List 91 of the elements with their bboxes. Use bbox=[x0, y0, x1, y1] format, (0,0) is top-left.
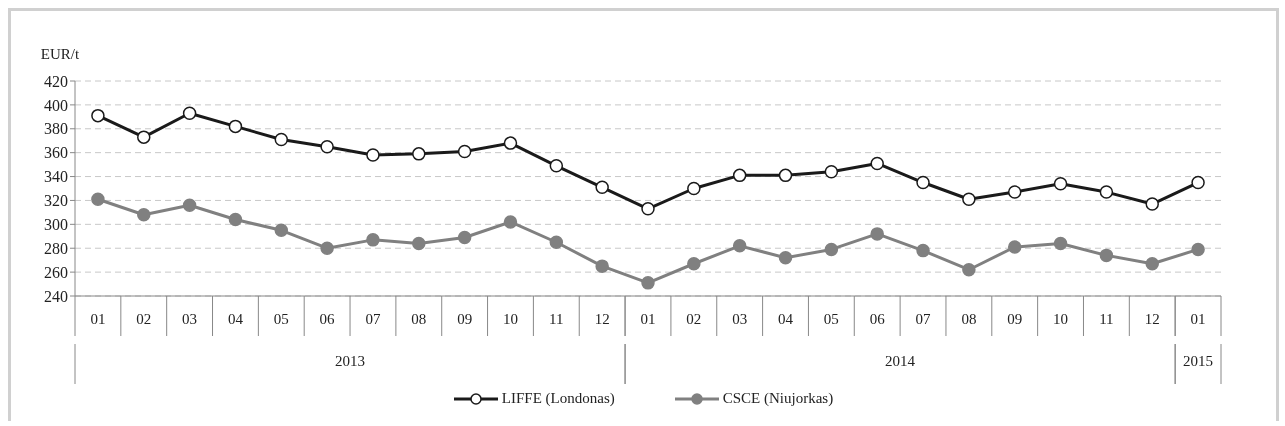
point bbox=[1191, 175, 1205, 190]
x-tick-label: 09 bbox=[457, 311, 473, 327]
legend-label: CSCE (Niujorkas) bbox=[721, 390, 834, 407]
point bbox=[824, 242, 839, 257]
point bbox=[687, 257, 701, 271]
y-tick-label: 400 bbox=[44, 96, 68, 114]
text: 2015 bbox=[1183, 353, 1214, 369]
point bbox=[457, 144, 472, 159]
point bbox=[412, 236, 426, 251]
point bbox=[778, 168, 793, 183]
point bbox=[595, 259, 609, 273]
point bbox=[182, 198, 197, 212]
text: 2013 bbox=[335, 353, 366, 369]
point bbox=[778, 251, 793, 265]
x-tick-label: 01 bbox=[1190, 311, 1206, 327]
x-tick-label: 02 bbox=[686, 311, 702, 327]
point bbox=[412, 147, 426, 161]
point bbox=[916, 243, 930, 258]
x-tick-label: 11 bbox=[1099, 311, 1114, 327]
point bbox=[1145, 257, 1159, 271]
point bbox=[687, 181, 701, 196]
point bbox=[870, 156, 884, 171]
point bbox=[137, 130, 151, 144]
y-tick-label: 380 bbox=[44, 120, 68, 138]
y-tick-label: 280 bbox=[44, 239, 68, 257]
point bbox=[91, 192, 105, 206]
point bbox=[962, 192, 976, 206]
point bbox=[1191, 242, 1205, 257]
point bbox=[228, 119, 243, 134]
point bbox=[870, 227, 884, 241]
point bbox=[641, 202, 655, 216]
x-tick-label: 06 bbox=[319, 311, 336, 327]
x-tick-label: 03 bbox=[732, 311, 748, 327]
point bbox=[503, 136, 518, 150]
x-tick-label: 01 bbox=[90, 311, 106, 327]
point bbox=[1053, 176, 1068, 191]
point bbox=[1145, 197, 1159, 211]
x-tick-label: 04 bbox=[227, 311, 244, 327]
y-tick-label: 360 bbox=[44, 144, 68, 162]
x-tick-label: 07 bbox=[365, 311, 381, 327]
y-tick-label: 340 bbox=[44, 168, 68, 186]
x-tick-label: 09 bbox=[1007, 311, 1023, 327]
text: 2014 bbox=[885, 353, 916, 369]
point bbox=[1007, 240, 1022, 254]
y-tick-label: 260 bbox=[44, 263, 68, 281]
point bbox=[91, 108, 105, 123]
point bbox=[916, 175, 930, 190]
x-tick-label: 04 bbox=[778, 311, 794, 327]
y-tick-label: 420 bbox=[44, 72, 68, 90]
point bbox=[137, 208, 151, 222]
point bbox=[962, 262, 976, 277]
point bbox=[1007, 185, 1022, 199]
legend-label: LIFFE (Londonas) bbox=[500, 390, 615, 407]
point bbox=[320, 241, 334, 255]
y-tick-label: 240 bbox=[44, 287, 68, 305]
x-tick-label: 05 bbox=[823, 311, 839, 327]
x-tick-label: 03 bbox=[182, 311, 198, 327]
y-tick-label: 320 bbox=[44, 192, 68, 210]
point bbox=[320, 139, 334, 154]
point bbox=[274, 132, 289, 147]
x-tick-label: 01 bbox=[640, 311, 656, 327]
point bbox=[182, 106, 197, 120]
point bbox=[366, 148, 380, 162]
point bbox=[549, 235, 564, 249]
x-tick-label: 08 bbox=[961, 311, 977, 327]
x-tick-label: 11 bbox=[549, 311, 564, 327]
point bbox=[1053, 236, 1068, 251]
x-tick-label: 12 bbox=[1144, 311, 1160, 327]
x-tick-label: 10 bbox=[502, 311, 518, 327]
point bbox=[732, 168, 747, 183]
point bbox=[732, 239, 747, 253]
point bbox=[457, 230, 472, 245]
point bbox=[1099, 248, 1114, 263]
point bbox=[503, 215, 518, 229]
x-tick-label: 10 bbox=[1053, 311, 1069, 327]
y-tick-label: 300 bbox=[44, 216, 68, 234]
point bbox=[641, 276, 655, 290]
point bbox=[1099, 185, 1114, 199]
point bbox=[274, 223, 289, 238]
x-tick-label: 07 bbox=[915, 311, 932, 327]
x-tick-label: 05 bbox=[273, 311, 289, 327]
x-tick-label: 08 bbox=[411, 311, 427, 327]
y-axis-title: EUR/t bbox=[40, 46, 80, 62]
x-tick-label: 02 bbox=[136, 311, 152, 327]
point bbox=[228, 212, 243, 227]
x-tick-label: 12 bbox=[594, 311, 610, 327]
point bbox=[595, 180, 609, 195]
point bbox=[549, 159, 564, 173]
point bbox=[824, 165, 839, 179]
x-tick-label: 06 bbox=[869, 311, 886, 327]
point bbox=[366, 233, 380, 247]
